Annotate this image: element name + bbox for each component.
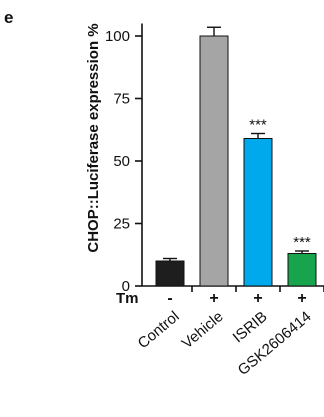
bars bbox=[155, 35, 317, 287]
bar-control bbox=[155, 260, 185, 287]
y-ticks: 0 25 50 75 100 bbox=[105, 28, 142, 295]
panel-label: e bbox=[4, 8, 13, 27]
treatment-sign: + bbox=[253, 290, 262, 307]
significance-label: *** bbox=[249, 117, 267, 134]
treatment-sign: + bbox=[209, 290, 218, 307]
significance-label: *** bbox=[293, 234, 311, 251]
bar-isrib bbox=[243, 138, 273, 287]
y-tick-label: 75 bbox=[113, 91, 130, 108]
x-ticks bbox=[191, 286, 324, 292]
y-axis-label: CHOP::Luciferase expression % bbox=[85, 23, 102, 252]
category-label: Vehicle bbox=[179, 308, 227, 352]
annotations: *** *** bbox=[249, 117, 311, 252]
y-tick-label: 0 bbox=[122, 278, 130, 295]
treatment-sign: - bbox=[167, 290, 172, 307]
treatment-label: Tm bbox=[116, 290, 139, 307]
y-tick-label: 50 bbox=[113, 153, 130, 170]
bar-vehicle bbox=[199, 35, 229, 287]
bar-gsk2606414 bbox=[287, 253, 317, 287]
treatment-sign: + bbox=[297, 290, 306, 307]
category-label: Control bbox=[135, 308, 183, 352]
y-tick-label: 25 bbox=[113, 216, 130, 233]
treatment-signs: - + + + bbox=[167, 290, 306, 307]
error-bars bbox=[163, 26, 309, 261]
y-tick-label: 100 bbox=[105, 28, 130, 45]
